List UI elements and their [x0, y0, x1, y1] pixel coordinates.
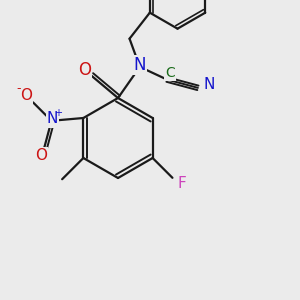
Text: O: O	[78, 61, 91, 79]
Text: N: N	[203, 77, 214, 92]
Text: O: O	[20, 88, 32, 103]
Text: -: -	[17, 82, 21, 95]
Text: F: F	[177, 176, 186, 191]
Text: N: N	[134, 56, 146, 74]
Text: C: C	[165, 66, 175, 80]
Text: +: +	[55, 108, 62, 118]
Text: O: O	[35, 148, 47, 163]
Text: N: N	[47, 111, 58, 126]
